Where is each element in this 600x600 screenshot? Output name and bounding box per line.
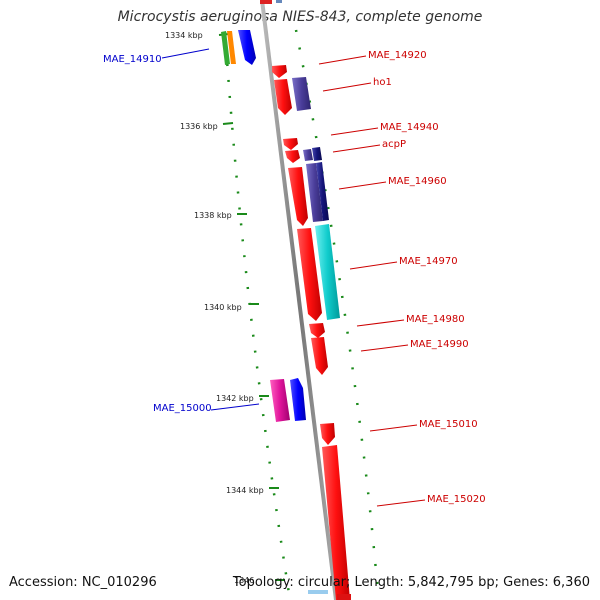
gene-label-ho1[interactable]: ho1 bbox=[373, 77, 392, 88]
top-partial-feature-2 bbox=[276, 0, 282, 3]
tick-label: 1336 kbp bbox=[180, 122, 218, 131]
gene-mae-14910-cluster[interactable] bbox=[221, 30, 256, 65]
tick-label: 1344 kbp bbox=[226, 486, 264, 495]
gene-label-mae-14920[interactable]: MAE_14920 bbox=[368, 50, 427, 61]
gene-mae-14970[interactable] bbox=[297, 224, 340, 321]
gene-label-mae-14960[interactable]: MAE_14960 bbox=[388, 176, 447, 187]
gene-ho1[interactable] bbox=[274, 77, 311, 115]
gc-skew-curve-left bbox=[223, 31, 292, 600]
gene-mae-15010[interactable] bbox=[320, 423, 335, 445]
scale-ticks bbox=[218, 33, 285, 581]
tick-1336 bbox=[222, 122, 234, 125]
tick-label: 1334 kbp bbox=[165, 31, 203, 40]
accession-text: Accession: NC_010296 bbox=[9, 575, 157, 590]
gene-mae-14960[interactable] bbox=[288, 162, 329, 226]
gene-label-mae-14970[interactable]: MAE_14970 bbox=[399, 256, 458, 267]
gene-acpP[interactable] bbox=[285, 147, 322, 163]
tick-label: 1340 kbp bbox=[204, 303, 242, 312]
gene-mae-14980[interactable] bbox=[309, 323, 325, 338]
gene-mae-15000-cluster[interactable] bbox=[270, 378, 306, 422]
gene-mae-14940[interactable] bbox=[283, 138, 298, 150]
gene-mae-15020[interactable] bbox=[322, 445, 350, 600]
gene-label-mae-14910[interactable]: MAE_14910 bbox=[103, 54, 162, 65]
genome-backbone bbox=[260, 0, 338, 600]
topology-text: Topology: circular; Length: 5,842,795 bp… bbox=[232, 575, 590, 590]
tick-label: 1338 kbp bbox=[194, 211, 232, 220]
bottom-partial-feature bbox=[308, 590, 351, 600]
genome-title: Microcystis aeruginosa NIES-843, complet… bbox=[117, 9, 483, 25]
gene-label-mae-14980[interactable]: MAE_14980 bbox=[406, 314, 465, 325]
gene-label-mae-15010[interactable]: MAE_15010 bbox=[419, 419, 478, 430]
tick-label: 1346 bbox=[234, 576, 254, 585]
gene-mae-14990[interactable] bbox=[311, 337, 328, 375]
label-connectors bbox=[161, 48, 426, 507]
gene-mae-14920[interactable] bbox=[272, 65, 287, 78]
gene-label-mae-15000[interactable]: MAE_15000 bbox=[153, 403, 212, 414]
gc-skew-curve-right bbox=[294, 29, 380, 596]
gene-label-acpp[interactable]: acpP bbox=[382, 139, 406, 150]
gene-label-mae-14990[interactable]: MAE_14990 bbox=[410, 339, 469, 350]
gene-label-mae-15020[interactable]: MAE_15020 bbox=[427, 494, 486, 505]
gene-label-mae-14940[interactable]: MAE_14940 bbox=[380, 122, 439, 133]
tick-label: 1342 kbp bbox=[216, 394, 254, 403]
top-partial-feature bbox=[260, 0, 272, 4]
